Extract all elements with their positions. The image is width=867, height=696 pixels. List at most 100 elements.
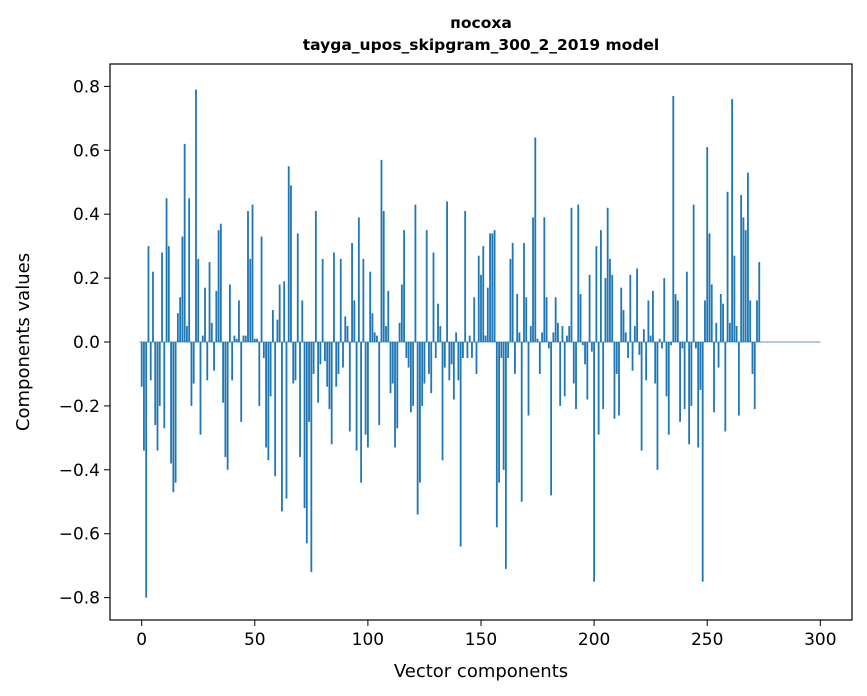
bar-23 — [192, 342, 195, 384]
bar-172 — [529, 326, 532, 342]
x-tick-label-100: 100 — [352, 630, 384, 650]
bar-203 — [599, 230, 602, 342]
bar-150 — [480, 274, 482, 342]
bar-79 — [319, 342, 322, 365]
bar-18 — [181, 236, 184, 342]
bar-225 — [649, 335, 652, 342]
bar-267 — [744, 230, 747, 342]
bar-69 — [296, 233, 299, 342]
bar-33 — [215, 290, 218, 342]
bar-181 — [550, 342, 553, 496]
bar-54 — [262, 342, 265, 358]
bar-32 — [213, 342, 215, 371]
bar-78 — [317, 342, 320, 403]
bar-187 — [563, 342, 566, 397]
y-axis: −0.8 −0.6 −0.4 −0.2 0.0 0.2 0.4 0.6 0.8 — [59, 77, 110, 609]
bar-118 — [407, 342, 410, 368]
bar-111 — [391, 342, 394, 384]
bar-95 — [355, 342, 358, 451]
bar-163 — [509, 258, 512, 342]
bar-34 — [217, 230, 220, 342]
bar-245 — [695, 342, 697, 349]
bar-250 — [706, 147, 709, 342]
bar-254 — [715, 322, 718, 342]
bar-257 — [722, 303, 724, 342]
bar-247 — [699, 342, 702, 390]
y-tick-label-4: 0.0 — [73, 333, 100, 353]
y-axis-label: Components values — [13, 253, 34, 431]
bar-217 — [631, 342, 634, 371]
bar-5 — [152, 271, 154, 342]
bar-24 — [195, 89, 197, 342]
bar-88 — [339, 258, 342, 342]
bar-179 — [545, 297, 548, 342]
bar-202 — [597, 342, 600, 435]
bar-14 — [172, 342, 175, 493]
bar-170 — [525, 297, 528, 342]
bars-group — [140, 89, 761, 598]
bar-133 — [441, 342, 444, 461]
bar-218 — [633, 326, 636, 342]
bar-146 — [471, 342, 473, 358]
bar-67 — [292, 342, 295, 384]
bar-183 — [554, 297, 557, 342]
bar-71 — [301, 300, 304, 342]
bar-65 — [287, 166, 290, 342]
bar-37 — [224, 342, 227, 458]
x-tick-label-300: 300 — [804, 630, 836, 650]
bar-268 — [747, 172, 749, 342]
bar-94 — [353, 300, 356, 342]
bar-73 — [305, 342, 308, 544]
bar-236 — [674, 294, 677, 342]
x-tick-label-200: 200 — [578, 630, 610, 650]
bar-228 — [656, 342, 659, 470]
bar-90 — [344, 316, 347, 342]
bar-128 — [430, 342, 433, 394]
bar-135 — [446, 201, 448, 342]
bar-139 — [455, 332, 458, 342]
bar-112 — [394, 342, 396, 448]
bar-29 — [206, 342, 209, 381]
bar-12 — [167, 246, 170, 342]
bar-98 — [362, 258, 365, 342]
bar-58 — [271, 310, 274, 342]
y-tick-label-3: −0.2 — [59, 397, 100, 417]
bar-86 — [335, 342, 338, 387]
bar-25 — [197, 258, 200, 342]
bar-243 — [690, 342, 693, 406]
bar-230 — [661, 342, 663, 349]
bar-204 — [602, 342, 605, 410]
bar-83 — [328, 342, 331, 410]
bar-238 — [679, 342, 681, 422]
bar-208 — [611, 274, 614, 342]
x-axis: 0 50 100 150 200 250 300 — [136, 620, 837, 650]
bar-129 — [432, 252, 435, 342]
bar-104 — [376, 335, 378, 342]
bar-155 — [491, 233, 494, 342]
bar-265 — [740, 195, 743, 342]
bar-159 — [500, 342, 503, 358]
bar-9 — [161, 252, 163, 342]
bar-207 — [609, 258, 611, 342]
bar-132 — [439, 326, 442, 342]
bar-241 — [685, 271, 688, 342]
bar-47 — [247, 210, 249, 342]
bar-35 — [219, 223, 222, 342]
bar-4 — [149, 342, 152, 381]
bar-93 — [351, 242, 353, 342]
bar-147 — [473, 297, 476, 342]
bar-193 — [577, 204, 580, 342]
bar-116 — [403, 230, 405, 342]
bar-152 — [484, 335, 487, 342]
bar-270 — [751, 342, 754, 374]
bar-169 — [523, 242, 525, 342]
bar-2 — [145, 342, 148, 598]
bar-196 — [584, 342, 586, 365]
bar-97 — [360, 342, 363, 483]
bar-138 — [452, 342, 455, 400]
bar-127 — [428, 342, 430, 374]
chart-title: посоха — [450, 14, 512, 32]
bar-52 — [258, 342, 261, 406]
bar-77 — [314, 210, 317, 342]
bar-55 — [265, 342, 267, 448]
